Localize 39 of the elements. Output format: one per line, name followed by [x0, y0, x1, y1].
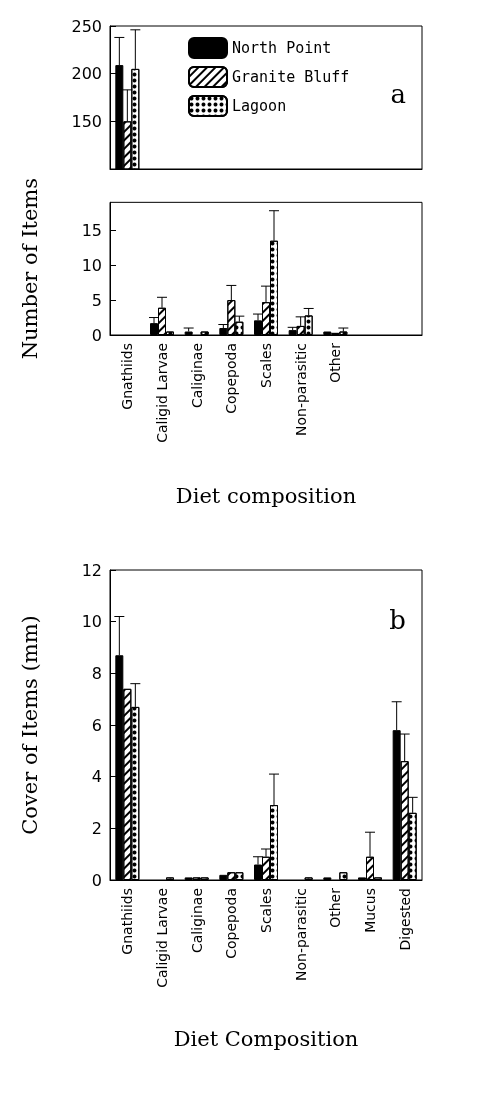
x-tick-label: Caliginae [188, 888, 205, 953]
legend-label: Granite Bluff [232, 68, 350, 86]
legend-label: Lagoon [232, 97, 287, 115]
y-tick-label: 6 [91, 715, 102, 735]
y-tick-label: 8 [91, 663, 102, 683]
x-tick-label: Caligid Larvae [154, 343, 170, 443]
legend-label: North Point [232, 39, 332, 57]
x-tick-label: Scales [258, 343, 274, 388]
y-tick-label: 4 [91, 767, 102, 787]
y-tick-label: 0 [91, 870, 102, 890]
annotation: a [390, 79, 407, 109]
y-tick-label: 200 [71, 64, 102, 84]
y-tick-label: 0 [91, 325, 102, 345]
y-tick-label: 12 [81, 560, 102, 580]
x-tick-label: Caligid Larvae [154, 888, 170, 988]
x-tick-label: Gnathiids [119, 888, 136, 955]
x-tick-label: Mucus [362, 888, 378, 933]
x-tick-label: Digested [396, 888, 413, 951]
x-tick-label: Scales [258, 888, 274, 933]
x-tick-label: Caliginae [188, 343, 205, 408]
y-tick-label: 250 [71, 16, 102, 36]
y-axis-title: Cover of Items (mm) [17, 615, 42, 835]
annotation: b [389, 605, 407, 635]
y-tick-label: 10 [81, 612, 102, 632]
x-tick-label: Copepoda [223, 888, 240, 959]
x-tick-label: Other [327, 342, 344, 383]
x-tick-label: Other [327, 887, 344, 928]
y-tick-label: 5 [91, 290, 102, 310]
y-tick-label: 10 [81, 255, 102, 275]
x-tick-label: Gnathiids [119, 343, 136, 410]
x-tick-label: Non-parasitic [292, 343, 309, 437]
x-tick-label: Copepoda [223, 343, 240, 414]
y-tick-label: 2 [91, 818, 102, 838]
y-axis-title: Number of Items [17, 178, 42, 360]
y-tick-label: 15 [81, 220, 102, 240]
x-axis-title: Diet composition [175, 483, 357, 508]
y-tick-label: 150 [71, 111, 102, 131]
x-tick-label: Non-parasitic [292, 888, 309, 982]
x-axis-title: Diet Composition [173, 1026, 359, 1051]
